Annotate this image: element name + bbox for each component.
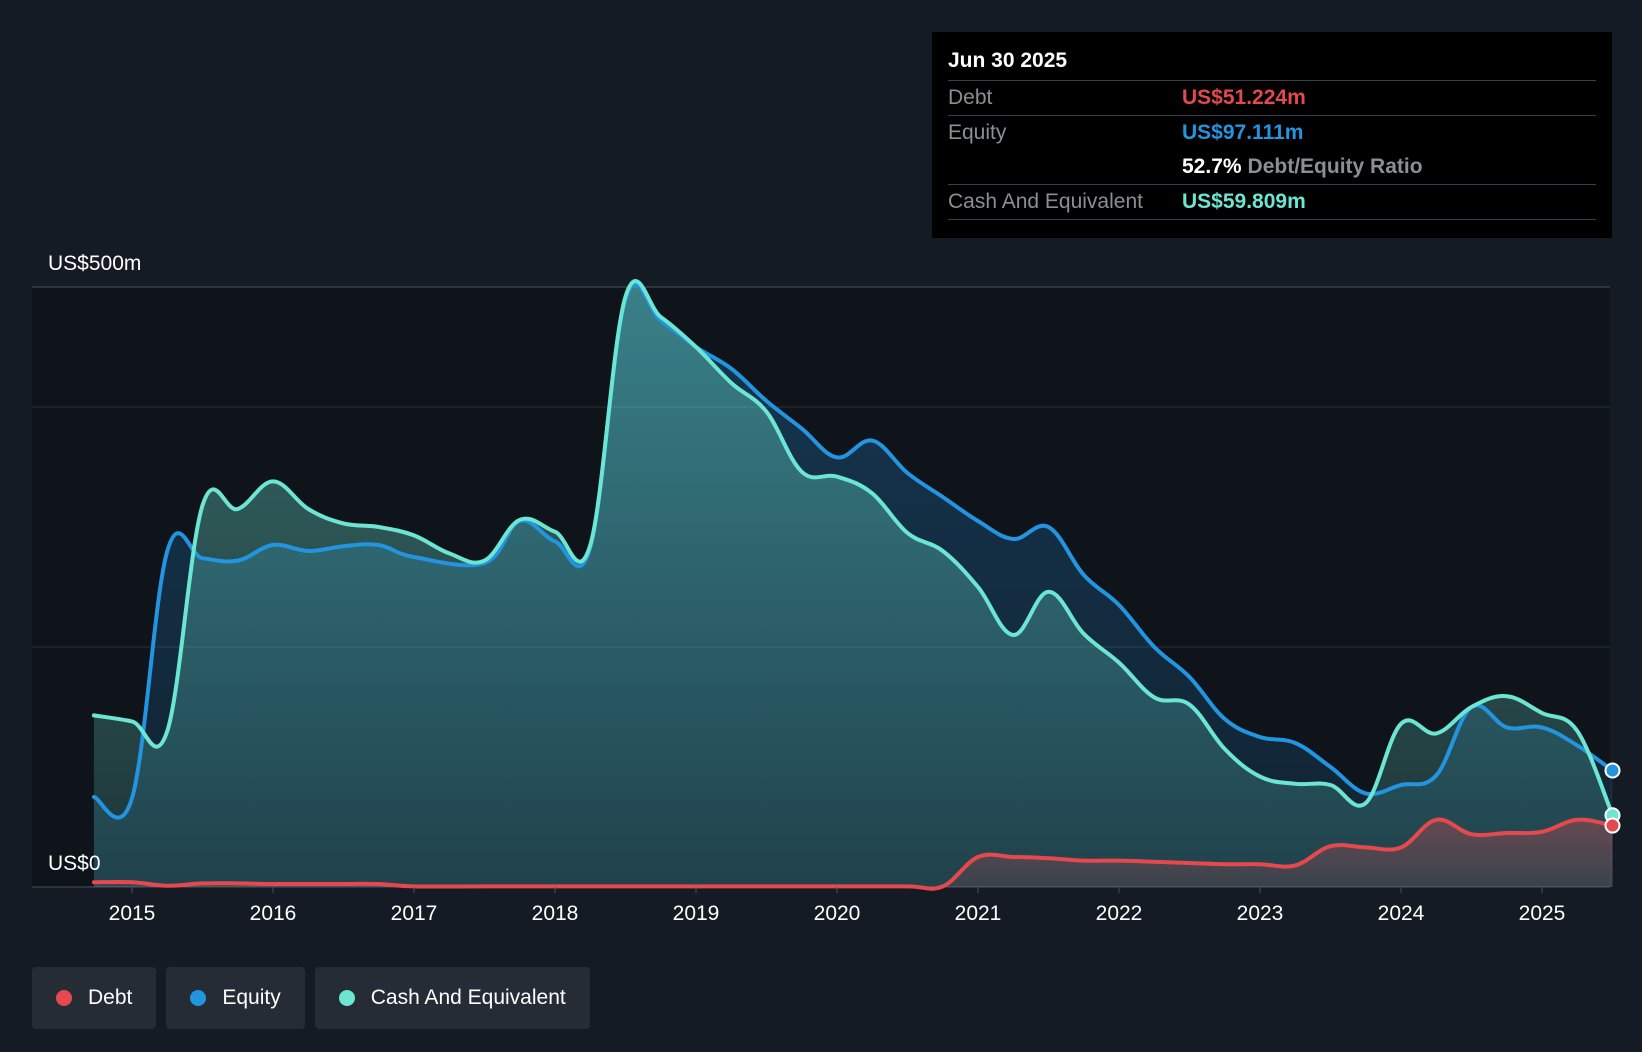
tooltip-ratio-row: 52.7% Debt/Equity Ratio bbox=[948, 150, 1596, 184]
tooltip-cash-label: Cash And Equivalent bbox=[948, 190, 1143, 213]
tooltip-cash-row: Cash And Equivalent US$59.809m bbox=[948, 184, 1596, 219]
debt-endpoint bbox=[1604, 817, 1621, 834]
chart-legend: Debt Equity Cash And Equivalent bbox=[32, 967, 590, 1029]
x-tick-label-2019: 2019 bbox=[673, 902, 720, 925]
tooltip-date: Jun 30 2025 bbox=[948, 49, 1068, 72]
tooltip-cash-value: US$59.809m bbox=[1182, 190, 1306, 213]
x-tick-label-2024: 2024 bbox=[1378, 902, 1425, 925]
equity-dot-icon bbox=[190, 990, 207, 1006]
x-tick-label-2017: 2017 bbox=[391, 902, 438, 925]
cash-line bbox=[91, 279, 1615, 818]
debt-dot-icon bbox=[56, 990, 72, 1006]
tooltip-ratio-value: 52.7% bbox=[1182, 155, 1242, 178]
tooltip-equity-label: Equity bbox=[948, 121, 1007, 144]
debt-area bbox=[93, 819, 1613, 889]
x-tick-label-2020: 2020 bbox=[814, 902, 861, 925]
x-tick-label-2015: 2015 bbox=[109, 902, 156, 925]
x-tick-label-2022: 2022 bbox=[1096, 902, 1143, 925]
x-tick-label-2021: 2021 bbox=[955, 902, 1002, 925]
legend-debt-label: Debt bbox=[88, 986, 133, 1009]
tooltip-equity-row: Equity US$97.111m bbox=[948, 115, 1596, 150]
tooltip-divider bbox=[948, 219, 1596, 220]
x-tick-label-2016: 2016 bbox=[250, 902, 297, 925]
tooltip-debt-label: Debt bbox=[948, 86, 993, 109]
series-areas bbox=[93, 281, 1613, 889]
x-axis-ticks: 2015 2016 2017 2018 2019 2020 2021 2022 2023 2024… bbox=[109, 887, 1566, 925]
x-tick-label-2018: 2018 bbox=[532, 902, 579, 925]
tooltip-debt-row: Debt US$51.224m bbox=[948, 80, 1596, 115]
legend-equity-label: Equity bbox=[222, 986, 281, 1009]
legend-item-debt[interactable]: Debt bbox=[32, 967, 157, 1029]
legend-item-cash[interactable]: Cash And Equivalent bbox=[314, 967, 590, 1029]
equity-line bbox=[91, 281, 1615, 820]
tooltip-debt-value: US$51.224m bbox=[1182, 86, 1306, 109]
y-label-bottom: US$0 bbox=[48, 852, 101, 875]
legend-item-equity[interactable]: Equity bbox=[166, 967, 305, 1029]
debt-line bbox=[91, 817, 1615, 891]
cash-area bbox=[93, 281, 1613, 888]
series-lines bbox=[91, 279, 1615, 891]
data-tooltip: Jun 30 2025 Debt US$51.224m Equity US$97… bbox=[932, 32, 1612, 238]
equity-endpoint bbox=[1604, 762, 1621, 779]
tooltip-ratio-label: Debt/Equity Ratio bbox=[1247, 155, 1423, 178]
x-tick-label-2023: 2023 bbox=[1237, 902, 1284, 925]
series-endpoints bbox=[1604, 762, 1621, 834]
legend-cash-label: Cash And Equivalent bbox=[370, 986, 566, 1009]
tooltip-equity-value: US$97.111m bbox=[1182, 121, 1304, 144]
y-label-top: US$500m bbox=[48, 252, 141, 275]
y-axis-labels: US$500m US$0 bbox=[48, 252, 141, 875]
x-tick-label-2025: 2025 bbox=[1519, 902, 1566, 925]
cash-dot-icon bbox=[338, 990, 355, 1006]
